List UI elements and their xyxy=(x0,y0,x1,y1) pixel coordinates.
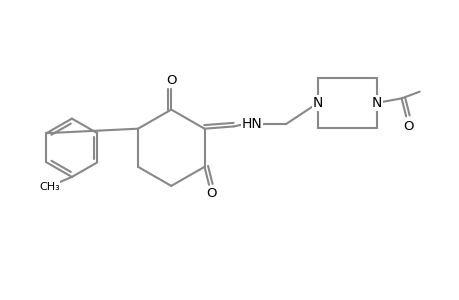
Text: N: N xyxy=(371,96,381,110)
Text: CH₃: CH₃ xyxy=(39,182,60,192)
Text: O: O xyxy=(166,74,176,87)
Text: N: N xyxy=(312,96,323,110)
Text: O: O xyxy=(402,120,413,133)
Text: HN: HN xyxy=(241,117,262,131)
Text: O: O xyxy=(206,187,216,200)
